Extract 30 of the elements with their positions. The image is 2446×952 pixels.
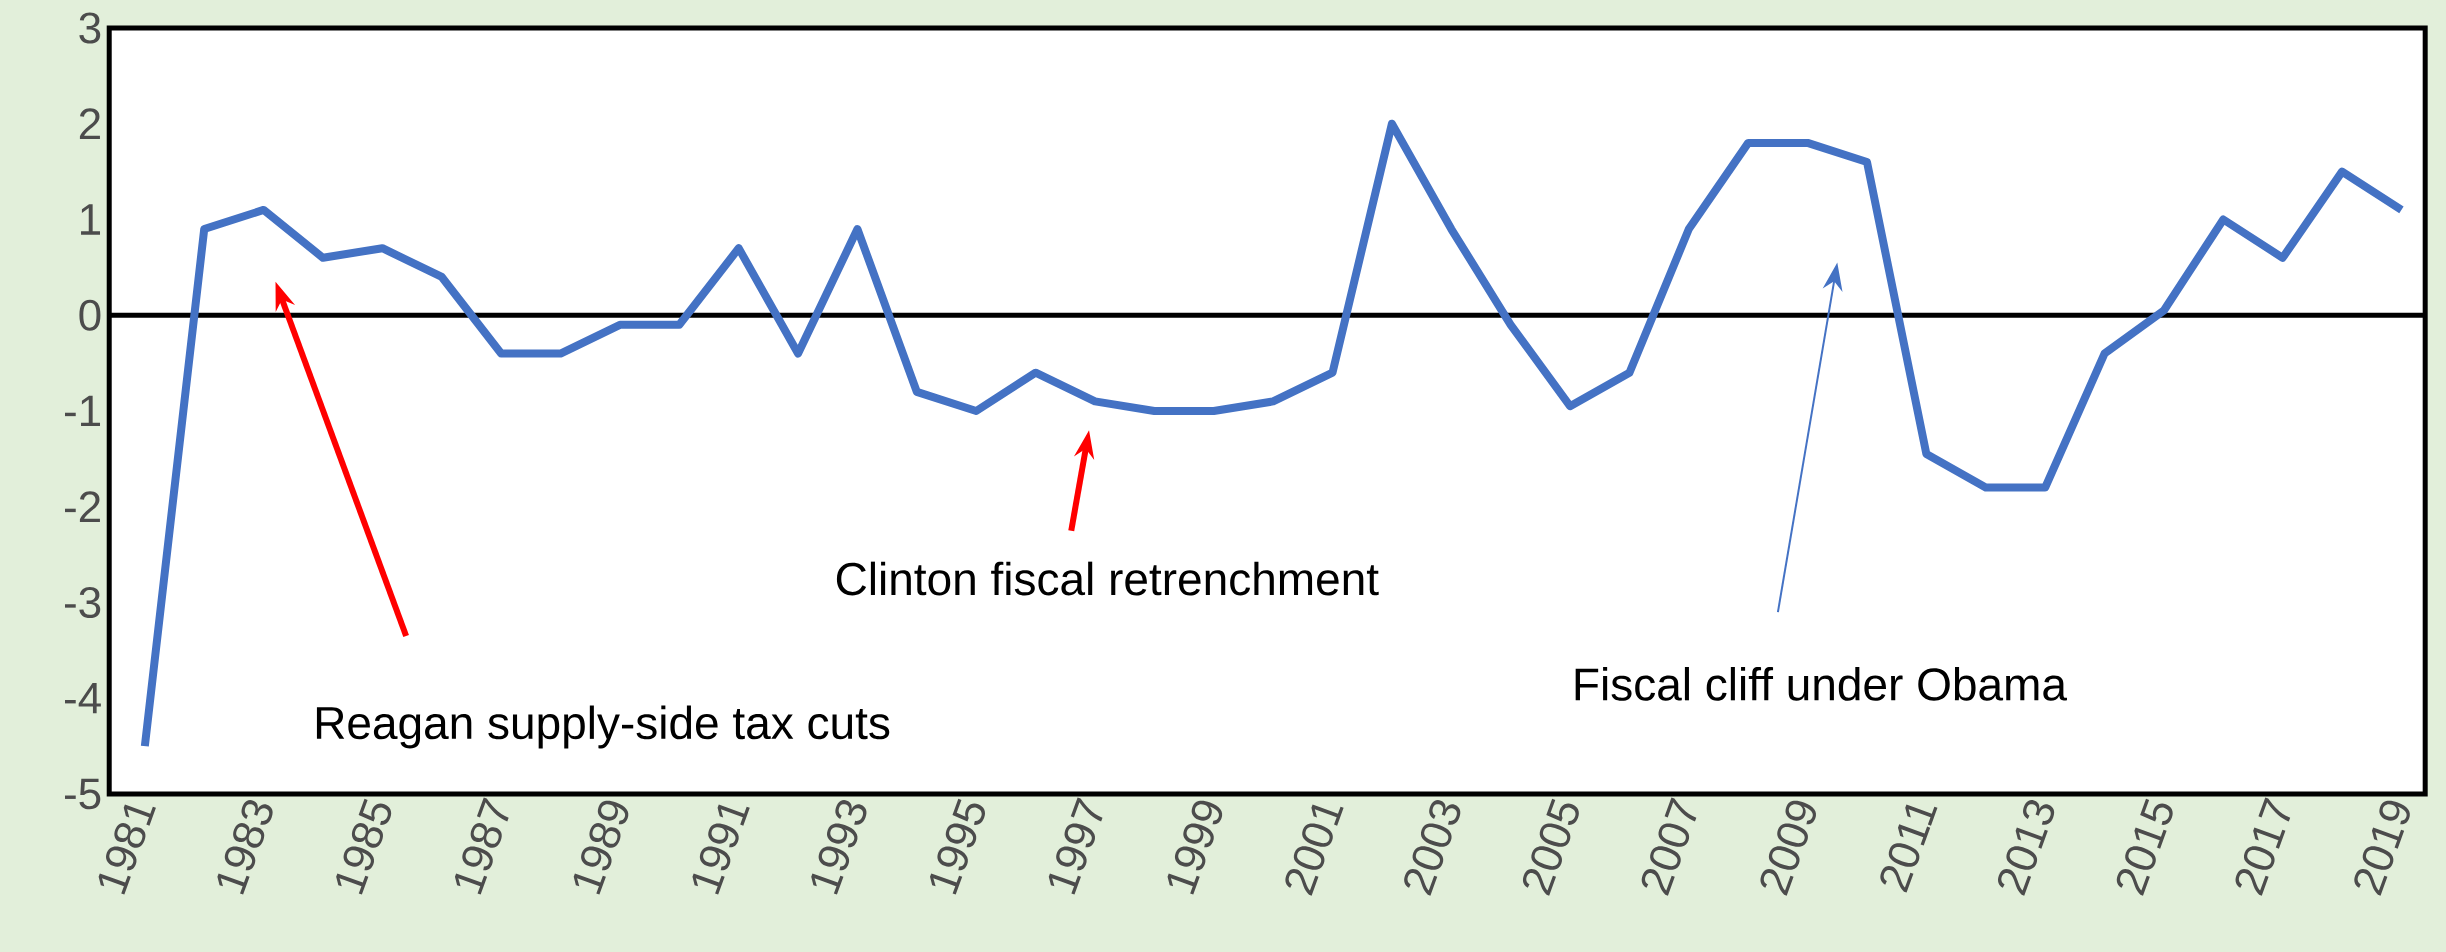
y-tick-label: -4 xyxy=(64,683,101,714)
x-tick-label: 1995 xyxy=(930,798,986,895)
x-tick-label: 2003 xyxy=(1404,800,1461,896)
x-tick-label: 1983 xyxy=(217,800,273,895)
y-tick-label: -1 xyxy=(64,395,101,427)
x-tick-label: 2015 xyxy=(2116,798,2173,896)
x-tick-label: 2007 xyxy=(1641,797,1697,896)
x-tick-label: 1985 xyxy=(336,798,392,895)
y-tick-label: 3 xyxy=(79,12,101,44)
x-tick-label: 2009 xyxy=(1760,800,1817,896)
x-tick-label: 2019 xyxy=(2354,800,2410,896)
x-tick-label: 2017 xyxy=(2235,797,2291,896)
x-tick-label: 2005 xyxy=(1522,798,1579,896)
x-tick-label: 1989 xyxy=(573,800,629,895)
x-tick-label: 1987 xyxy=(454,797,509,895)
x-tick-label: 1993 xyxy=(811,800,867,895)
y-tick-label: 0 xyxy=(79,299,101,331)
annotation: Fiscal cliff under Obama xyxy=(1575,666,2067,701)
y-tick-label: -3 xyxy=(64,586,101,619)
annotation: Clinton fiscal retrenchment xyxy=(836,561,1379,596)
annotation: Reagan supply-side tax cuts xyxy=(316,705,890,749)
x-tick-label: 2011 xyxy=(1880,804,1938,893)
x-tick-label: 1991 xyxy=(692,804,750,895)
x-tick-label: 2001 xyxy=(1285,804,1344,896)
x-tick-label: 2013 xyxy=(1998,800,2055,896)
y-tick-label: 2 xyxy=(79,108,100,140)
y-tick-label: -2 xyxy=(64,491,100,523)
y-tick-label: 1 xyxy=(81,204,101,235)
x-tick-label: 1997 xyxy=(1048,797,1103,895)
x-tick-label: 1999 xyxy=(1167,800,1223,895)
